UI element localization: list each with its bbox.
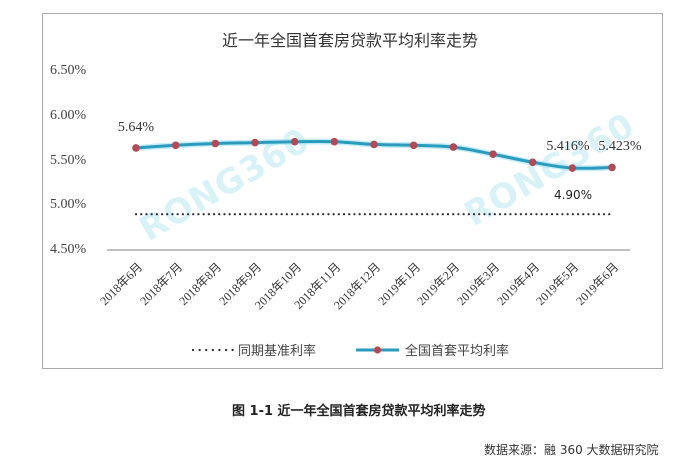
annotation-june: 5.423% <box>598 139 642 154</box>
data-point-marker <box>528 158 537 167</box>
legend-label-average: 全国首套平均利率 <box>405 344 510 359</box>
legend-item-baseline: 同期基准利率 <box>192 340 316 359</box>
annotation-first: 5.64% <box>117 120 155 135</box>
data-point-marker <box>608 163 616 172</box>
data-point-marker <box>211 139 220 148</box>
chart-frame <box>42 13 663 369</box>
data-point-marker <box>330 137 339 146</box>
data-point-marker <box>370 140 378 149</box>
data-point-marker <box>409 141 418 150</box>
annotation-baseline: 4.90% <box>553 188 593 202</box>
legend-item-average: 全国首套平均利率 <box>356 340 509 359</box>
data-point-marker <box>489 150 497 159</box>
data-source: 数据来源：融 360 大数据研究院 <box>484 443 659 457</box>
data-point-marker <box>132 144 140 152</box>
y-tick-label: 5.00% <box>50 197 87 213</box>
data-point-marker <box>251 138 259 147</box>
y-tick-label: 4.50% <box>50 242 87 257</box>
data-point-marker <box>568 164 577 172</box>
y-tick-label: 6.00% <box>50 107 87 123</box>
y-tick-label: 6.50% <box>50 63 87 78</box>
figure-caption: 图 1-1 近一年全国首套房贷款平均利率走势 <box>232 404 486 419</box>
annotation-may: 5.416% <box>546 139 590 154</box>
line-marker-icon <box>356 345 399 354</box>
data-point-marker <box>449 143 458 151</box>
chart-title: 近一年全国首套房贷款平均利率走势 <box>221 31 478 50</box>
data-point-marker <box>171 141 180 150</box>
dotted-line-icon <box>192 348 236 351</box>
y-tick-label: 5.50% <box>50 152 87 168</box>
legend-label-baseline: 同期基准利率 <box>238 344 317 359</box>
data-point-marker <box>290 137 299 146</box>
